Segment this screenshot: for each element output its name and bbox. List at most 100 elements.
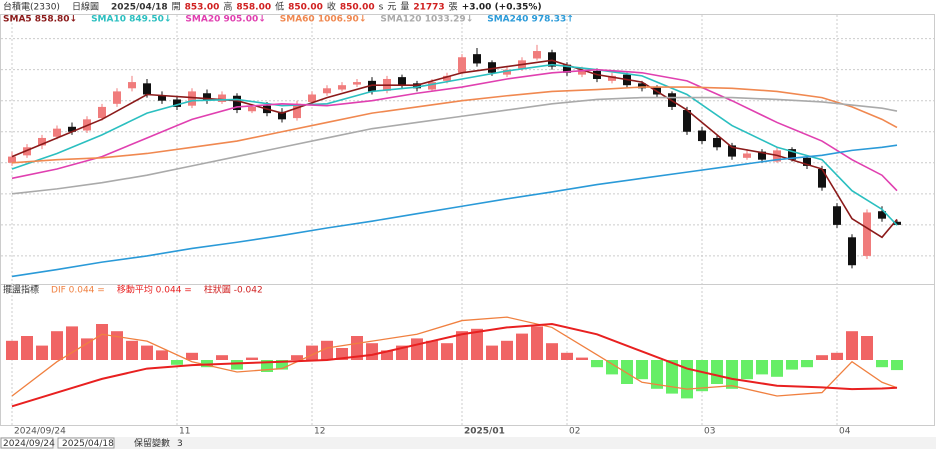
histogram-bar (846, 331, 858, 360)
header-item: 高 (223, 1, 232, 13)
date-start[interactable] (0, 437, 54, 449)
candle-body (158, 95, 166, 101)
candle-body (443, 75, 451, 81)
histogram-bar (516, 333, 528, 360)
histogram-bar (501, 340, 513, 360)
histogram-bar (471, 328, 483, 360)
histogram-bar (366, 343, 378, 360)
histogram-bar (801, 360, 813, 368)
header-item: 收 (327, 1, 336, 13)
histogram-bar (276, 360, 288, 370)
ma-line (11, 96, 898, 195)
histogram-bar (711, 360, 723, 384)
header-item: 量 (400, 2, 409, 13)
histogram-bar (456, 331, 468, 360)
candle-body (488, 62, 496, 73)
header-item: 853.00 (185, 3, 220, 13)
panel-title: 擺盪指標 (3, 284, 39, 296)
legend-entry: SMA5 858.80↓ (3, 15, 77, 25)
ma-line (11, 144, 898, 278)
candle-body (878, 211, 886, 219)
candle-body (8, 156, 16, 163)
date-start-text[interactable]: 2024/09/24 (3, 439, 55, 449)
candle-body (128, 82, 136, 89)
candle-body (188, 91, 196, 106)
indicator-line (11, 322, 898, 408)
legend-entry: SMA240 978.33↑ (487, 15, 574, 25)
toolbar (0, 437, 936, 449)
date-end-text[interactable]: 2025/04/18 (62, 439, 114, 449)
header-item: 元 (387, 3, 396, 13)
histogram-bar (36, 345, 48, 360)
histogram-bar (321, 340, 333, 360)
header-item: 台積電(2330) (3, 1, 60, 13)
histogram-bar (576, 357, 588, 360)
x-tick-label: 04 (839, 427, 851, 437)
x-tick-label: 11 (179, 427, 190, 437)
histogram-bar (141, 345, 153, 360)
legend-entry: SMA60 1006.90↓ (280, 15, 367, 25)
date-end[interactable] (57, 437, 115, 449)
candle-body (608, 75, 616, 81)
toolbar-value[interactable]: 3 (177, 439, 183, 449)
histogram-bar (816, 355, 828, 360)
candle-body (113, 91, 121, 104)
candle-body (548, 52, 556, 67)
ma-line (11, 59, 898, 239)
candle-body (353, 82, 361, 85)
candle-body (713, 137, 721, 148)
header-item: 低 (275, 1, 284, 13)
candle-body (848, 237, 856, 266)
candle-body (563, 64, 571, 73)
histogram-bar (246, 357, 258, 360)
histogram-bar (381, 350, 393, 360)
candle-body (578, 69, 586, 75)
header-item: 850.00 (288, 3, 323, 13)
candle-body (893, 221, 901, 225)
candle-body (698, 130, 706, 142)
x-tick-label: 02 (569, 427, 580, 437)
candle-body (758, 151, 766, 160)
header-item: 850.00 (340, 3, 375, 13)
histogram-bar (111, 331, 123, 360)
candle-body (68, 126, 76, 132)
histogram-bar (756, 360, 768, 375)
candle-body (293, 103, 301, 119)
candle-body (638, 83, 646, 89)
header-item: +3.00 (+0.35%) (462, 3, 542, 13)
histogram-bar (741, 360, 753, 380)
candle-body (38, 137, 46, 146)
candle-body (233, 95, 241, 111)
histogram-bar (126, 340, 138, 360)
histogram-bar (171, 360, 183, 365)
candle-body (833, 206, 841, 225)
candle-body (278, 111, 286, 120)
histogram-bar (96, 324, 108, 360)
histogram-bar (561, 352, 573, 360)
candle-body (863, 212, 871, 256)
histogram-bar (876, 360, 888, 368)
candle-body (728, 145, 736, 157)
histogram-bar (651, 360, 663, 389)
legend-entry: SMA10 849.50↓ (91, 15, 171, 25)
candle-body (53, 128, 61, 137)
candle-body (323, 88, 331, 94)
candle-body (338, 85, 346, 90)
histogram-bar (21, 336, 33, 360)
ma-line (11, 68, 898, 192)
histogram-bar (486, 345, 498, 360)
histogram-bar (606, 360, 618, 375)
legend-entry: DIF 0.044 = (51, 286, 105, 296)
histogram-bar (231, 360, 243, 370)
histogram-bar (51, 331, 63, 360)
indicator-line (11, 316, 898, 397)
candle-body (173, 99, 181, 107)
x-tick-label: 2025/01 (464, 427, 505, 437)
candle-body (368, 80, 376, 92)
ma-line (11, 86, 898, 164)
histogram-bar (216, 355, 228, 360)
candle-body (203, 93, 211, 101)
histogram-bar (681, 360, 693, 399)
legend-entry: 柱狀圖 -0.042 (204, 284, 263, 296)
